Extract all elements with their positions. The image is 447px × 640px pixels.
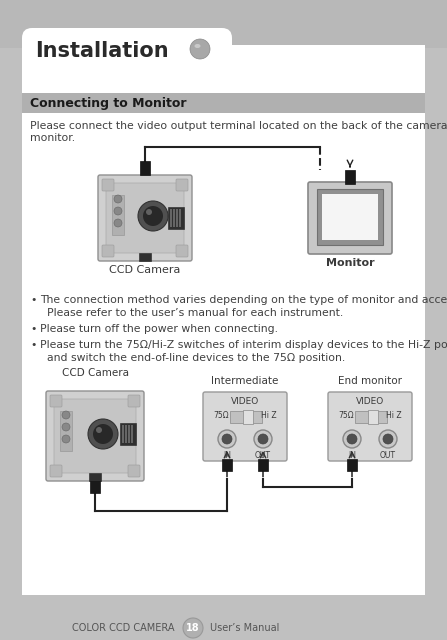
Text: Connecting to Monitor: Connecting to Monitor [30,97,186,111]
Circle shape [183,618,203,638]
Bar [317,189,383,245]
Bar [139,253,151,261]
Bar [89,473,101,481]
Bar [173,209,175,227]
Text: Installation: Installation [35,41,169,61]
Text: IN: IN [348,451,356,460]
FancyBboxPatch shape [128,395,140,407]
FancyBboxPatch shape [54,399,136,473]
FancyBboxPatch shape [176,179,188,191]
Bar [243,410,253,424]
Circle shape [143,206,163,226]
Circle shape [96,427,102,433]
Text: 18: 18 [186,623,200,633]
Bar [120,423,136,445]
Bar [230,411,262,423]
Bar [90,481,100,493]
Text: User’s Manual: User’s Manual [210,623,279,633]
Text: 75Ω: 75Ω [338,412,354,420]
Text: •: • [30,324,36,334]
FancyBboxPatch shape [203,392,287,461]
Text: •: • [30,295,36,305]
Circle shape [347,434,357,444]
FancyBboxPatch shape [128,465,140,477]
Circle shape [222,434,232,444]
Circle shape [114,207,122,215]
Circle shape [379,430,397,448]
Bar [322,194,378,240]
FancyBboxPatch shape [50,395,62,407]
Circle shape [343,430,361,448]
Ellipse shape [194,44,201,48]
Text: and switch the end-of-line devices to the 75Ω position.: and switch the end-of-line devices to th… [40,353,345,363]
FancyBboxPatch shape [98,175,192,261]
Bar [0,0,447,48]
Text: VIDEO: VIDEO [231,397,259,406]
Text: OUT: OUT [255,451,271,460]
Circle shape [190,39,210,59]
Bar [22,45,425,595]
Text: IN: IN [223,451,231,460]
Bar [170,209,172,227]
Circle shape [88,419,118,449]
Text: OUT: OUT [380,451,396,460]
Bar [128,425,130,443]
Text: Please turn off the power when connecting.: Please turn off the power when connectin… [40,324,278,334]
Bar [176,209,178,227]
Circle shape [138,201,168,231]
Bar [112,195,124,235]
Text: Hi Z: Hi Z [261,412,277,420]
Text: Intermediate: Intermediate [211,376,278,386]
Bar [168,207,184,229]
Text: CCD Camera: CCD Camera [62,368,128,378]
Bar [345,170,355,184]
Bar [222,459,232,471]
Circle shape [62,411,70,419]
Bar [368,410,378,424]
Bar [179,209,181,227]
Circle shape [62,423,70,431]
Text: •: • [30,340,36,350]
Text: Please turn the 75Ω/Hi-Z switches of interim display devices to the Hi-Z positio: Please turn the 75Ω/Hi-Z switches of int… [40,340,447,350]
Bar [22,93,425,113]
FancyBboxPatch shape [50,465,62,477]
Text: Hi Z: Hi Z [386,412,402,420]
Circle shape [146,209,152,215]
FancyBboxPatch shape [308,182,392,254]
FancyBboxPatch shape [22,28,232,64]
Circle shape [254,430,272,448]
Bar [140,161,150,175]
Bar [122,425,124,443]
Text: 75Ω: 75Ω [213,412,228,420]
Text: VIDEO: VIDEO [356,397,384,406]
FancyBboxPatch shape [328,392,412,461]
Text: COLOR CCD CAMERA: COLOR CCD CAMERA [72,623,175,633]
Text: CCD Camera: CCD Camera [110,265,181,275]
Text: Please refer to the user’s manual for each instrument.: Please refer to the user’s manual for ea… [40,308,343,318]
Circle shape [93,424,113,444]
Bar [125,425,127,443]
Bar [355,411,387,423]
FancyBboxPatch shape [106,183,184,253]
FancyBboxPatch shape [102,179,114,191]
Bar [60,411,72,451]
Circle shape [383,434,393,444]
Text: Please connect the video output terminal located on the back of the camera to th: Please connect the video output terminal… [30,121,447,131]
FancyBboxPatch shape [46,391,144,481]
Text: Monitor: Monitor [326,258,374,268]
Circle shape [258,434,268,444]
Bar [131,425,133,443]
Bar [258,459,268,471]
Circle shape [62,435,70,443]
FancyBboxPatch shape [102,245,114,257]
Circle shape [218,430,236,448]
Bar [347,459,357,471]
Text: The connection method varies depending on the type of monitor and accessories.: The connection method varies depending o… [40,295,447,305]
FancyBboxPatch shape [176,245,188,257]
Text: End monitor: End monitor [338,376,402,386]
Circle shape [114,219,122,227]
Circle shape [114,195,122,203]
Text: monitor.: monitor. [30,133,75,143]
